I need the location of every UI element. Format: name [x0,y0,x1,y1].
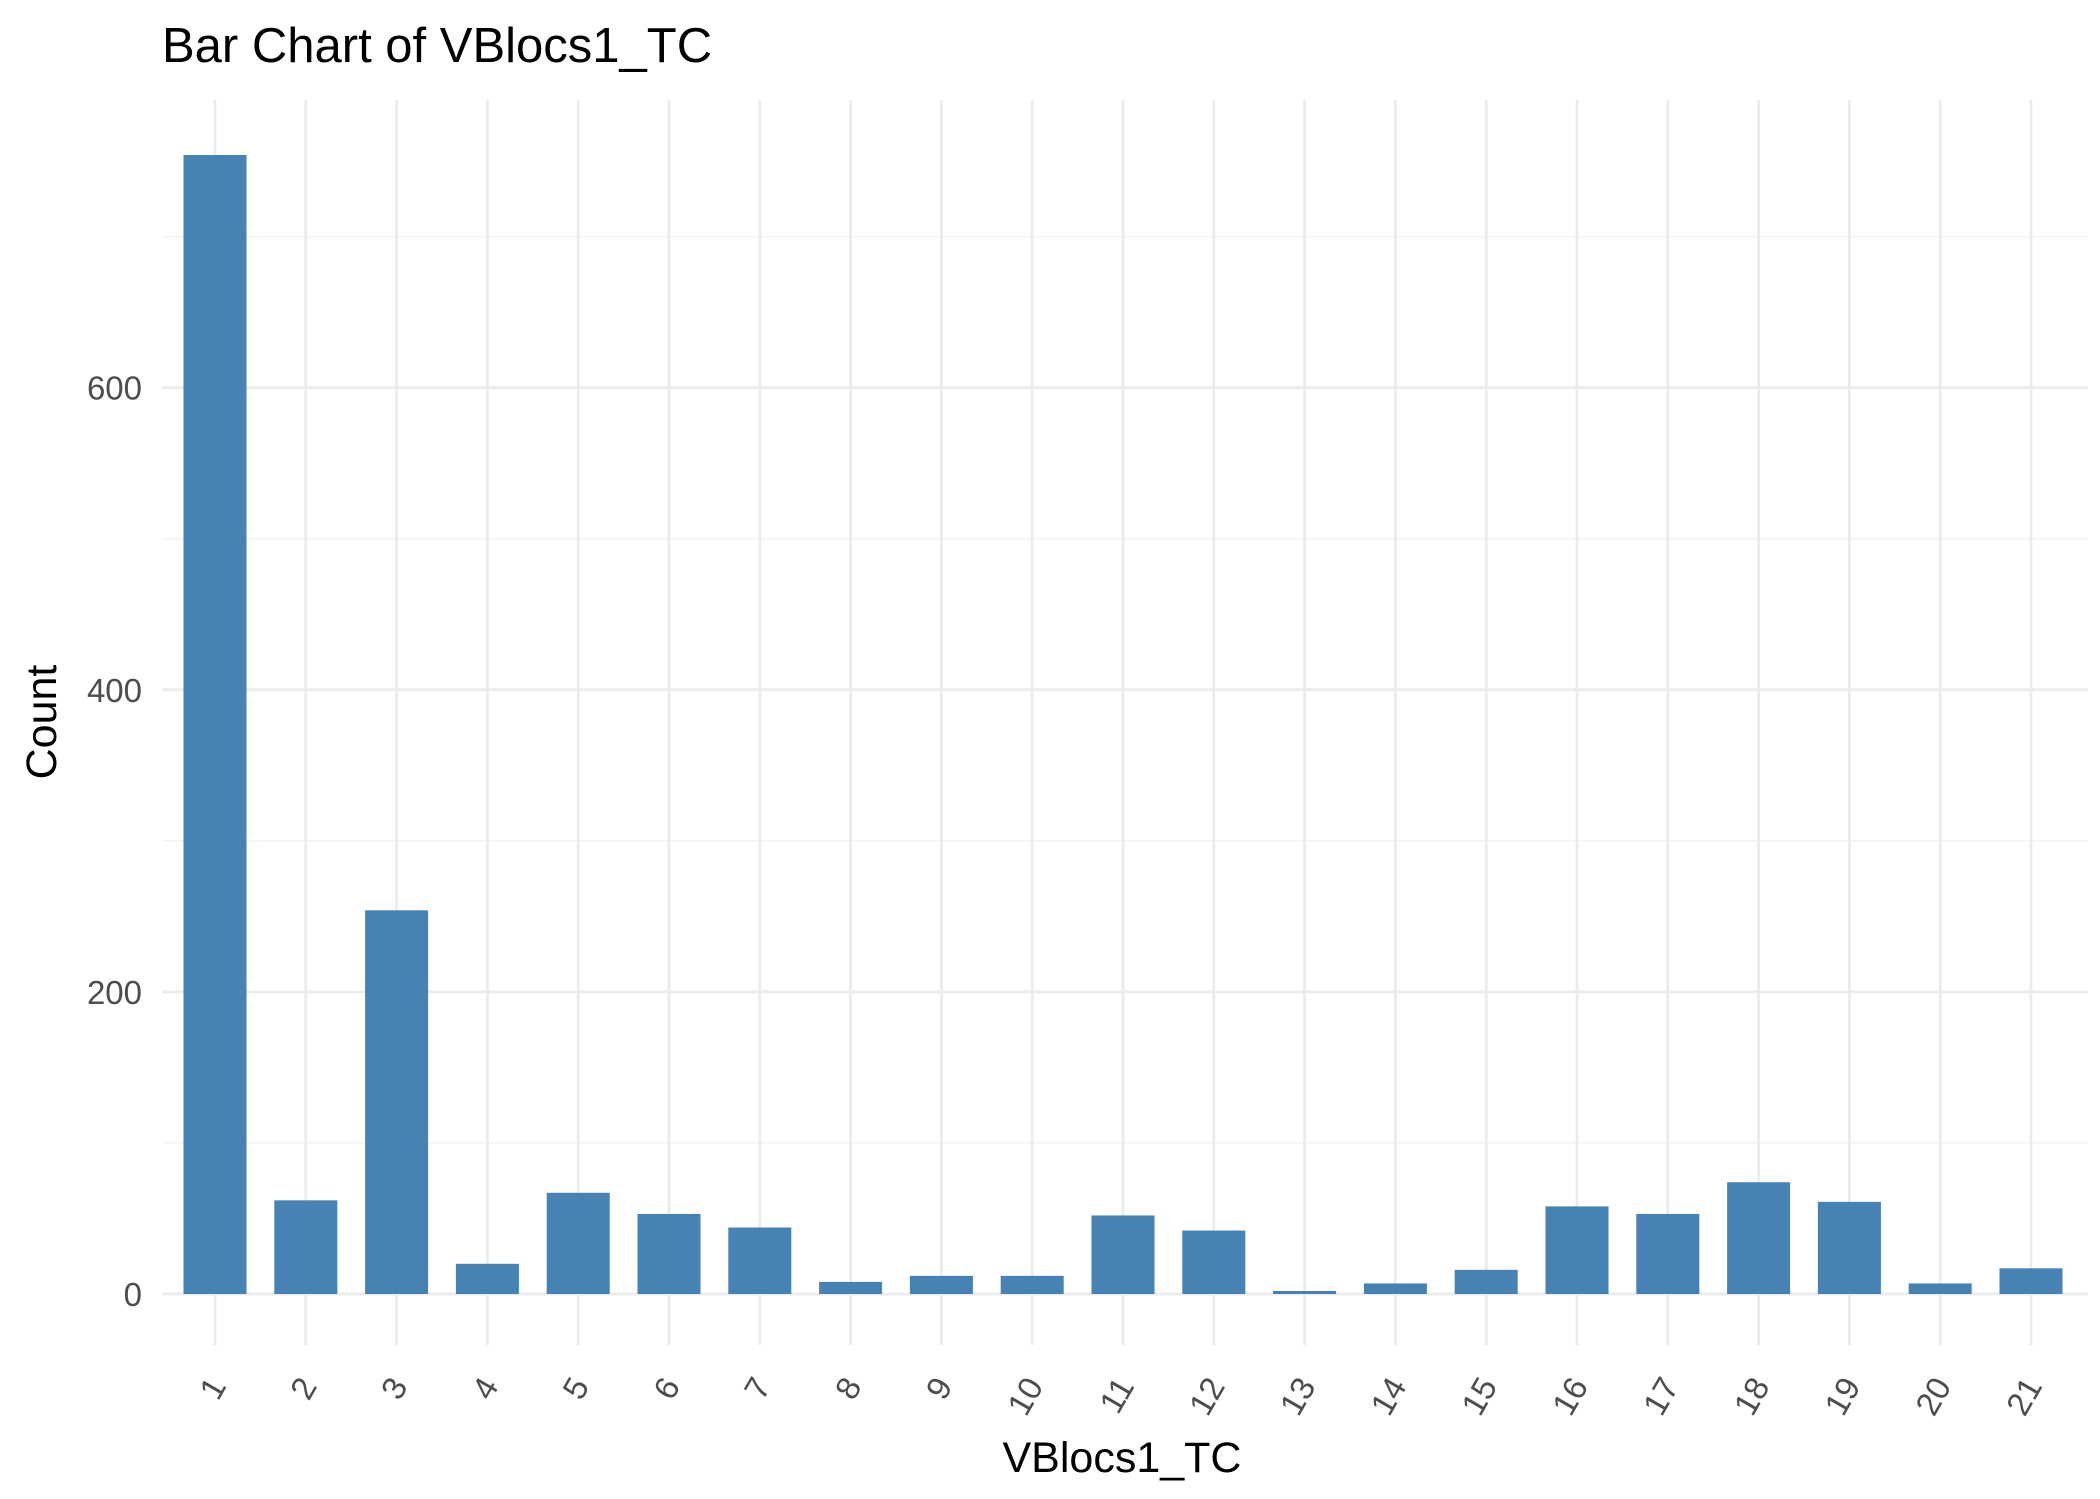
bar-14 [1363,1283,1427,1294]
y-tick-label: 0 [124,1276,142,1313]
x-tick-label: 8 [827,1371,868,1405]
x-tick-label: 10 [1000,1371,1050,1421]
x-tick-label: 14 [1363,1371,1413,1421]
bar-9 [909,1275,973,1294]
bar-2 [274,1200,338,1294]
x-tick-label: 7 [737,1371,778,1405]
x-tick-label: 2 [283,1371,324,1405]
bar-13 [1273,1290,1337,1294]
bar-6 [637,1213,701,1294]
bar-4 [455,1263,519,1294]
bar-15 [1454,1269,1518,1294]
x-axis-title: VBlocs1_TC [1003,1434,1242,1482]
x-tick-label: 16 [1545,1371,1595,1421]
bar-5 [546,1192,610,1294]
x-tick-label: 17 [1635,1371,1685,1421]
x-tick-label: 15 [1454,1371,1504,1421]
y-tick-label: 200 [87,974,142,1011]
y-tick-label: 400 [87,672,142,709]
chart-title: Bar Chart of VBlocs1_TC [162,19,712,73]
x-tick-label: 5 [555,1371,596,1405]
x-tick-label: 3 [373,1371,414,1405]
grid-lines [162,100,2088,1345]
bar-17 [1636,1213,1700,1294]
bar-10 [1000,1275,1064,1294]
x-tick-label: 4 [464,1371,505,1405]
bar-8 [819,1281,883,1294]
bar-16 [1545,1206,1609,1294]
x-tick-label: 12 [1181,1371,1231,1421]
bar-20 [1908,1283,1972,1294]
x-tick-label: 18 [1726,1371,1776,1421]
x-tick-label: 6 [646,1371,687,1405]
x-tick-label: 13 [1272,1371,1322,1421]
x-tick-label: 20 [1908,1371,1958,1421]
bars [183,155,2063,1294]
bar-1 [183,155,247,1294]
x-tick-label: 19 [1817,1371,1867,1421]
y-axis-ticks: 0 200 400 600 [87,370,142,1313]
bar-11 [1091,1215,1155,1294]
x-axis-ticks: 1 2 3 4 5 6 7 8 9 10 11 12 13 14 15 16 17 18 19 20 21 [192,1371,2049,1421]
x-tick-label: 21 [1999,1371,2049,1421]
y-axis-title: Count [18,665,66,780]
bar-3 [365,910,429,1294]
y-tick-label: 600 [87,370,142,407]
bar-19 [1817,1201,1881,1294]
x-tick-label: 11 [1092,1371,1141,1419]
bar-7 [728,1227,792,1294]
x-tick-label: 1 [192,1371,233,1405]
x-tick-label: 9 [918,1371,959,1405]
bar-21 [1999,1268,2063,1294]
bar-12 [1182,1230,1246,1294]
bar-18 [1727,1182,1791,1294]
